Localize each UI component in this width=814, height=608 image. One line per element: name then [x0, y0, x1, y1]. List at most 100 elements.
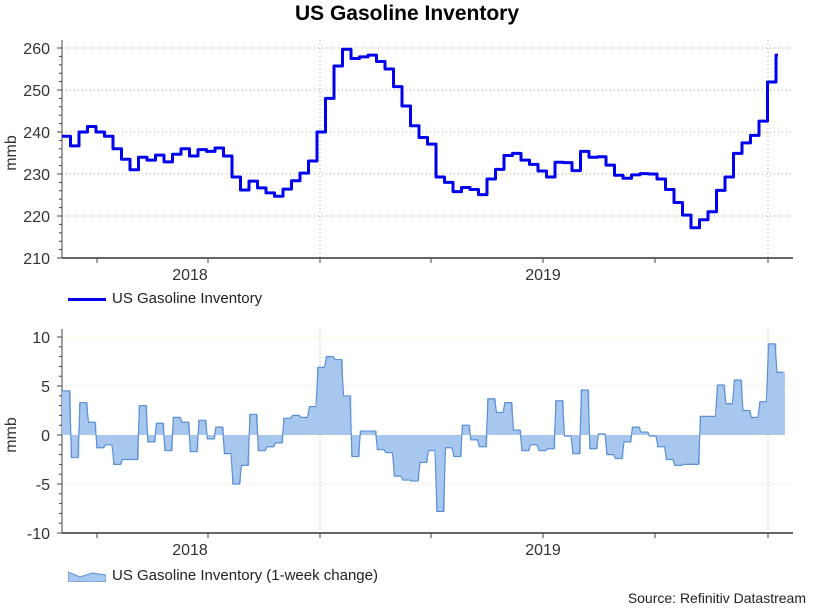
change-bar [546, 435, 556, 449]
change-bar [495, 412, 505, 435]
y-tick-label: 0 [41, 428, 50, 445]
change-bar [716, 385, 726, 435]
change-bar [376, 435, 386, 450]
change-bar [274, 435, 284, 443]
change-bar [580, 389, 590, 435]
legend-top: US Gasoline Inventory [68, 290, 262, 307]
y-tick-label: 250 [23, 83, 50, 100]
change-bar [767, 343, 777, 435]
change-bar [385, 435, 394, 453]
change-bar [351, 435, 360, 457]
y-tick-label: 230 [23, 167, 50, 184]
change-bar [521, 435, 530, 451]
inventory-line [62, 47, 778, 230]
change-bar [742, 410, 751, 435]
change-bar [436, 435, 445, 512]
change-bar [62, 390, 71, 435]
change-bar [529, 435, 539, 445]
change-bar [300, 417, 309, 435]
legend-area-swatch [67, 571, 107, 583]
change-bar [444, 435, 454, 448]
y-tick-label: 10 [32, 330, 50, 347]
change-bar [130, 435, 139, 460]
change-bar [206, 435, 216, 439]
change-bar [419, 435, 428, 463]
change-bar [291, 415, 301, 435]
change-bar [631, 427, 641, 435]
y-tick-label: 210 [23, 251, 50, 268]
change-bar [155, 423, 165, 435]
change-bar [410, 435, 420, 482]
change-bar [147, 435, 156, 442]
change-outline [62, 343, 784, 513]
change-bar [266, 435, 275, 447]
legend-bottom-label: US Gasoline Inventory (1-week change) [112, 567, 378, 584]
change-bar [317, 367, 326, 435]
change-bar [487, 398, 496, 435]
change-bar [172, 417, 182, 435]
y-tick-label: -5 [36, 477, 50, 494]
change-bar [470, 435, 479, 440]
y-tick-label: 260 [23, 41, 50, 58]
change-bar [708, 416, 717, 435]
change-bar [682, 435, 692, 465]
change-bar [96, 435, 105, 448]
change-bar [461, 425, 471, 435]
change-bar [342, 395, 352, 435]
change-bar [538, 435, 547, 451]
change-bar [614, 435, 624, 459]
y-tick-label: -10 [27, 526, 50, 543]
x-tick-label: 2018 [172, 542, 208, 559]
change-bar [113, 435, 122, 465]
change-bar [79, 402, 88, 435]
change-bar [359, 431, 369, 435]
change-bar [640, 432, 649, 435]
chart-title: US Gasoline Inventory [294, 2, 520, 25]
change-bar [606, 435, 615, 455]
change-bar [759, 401, 768, 435]
change-bar [427, 435, 437, 451]
change-bar [402, 435, 411, 481]
change-bar [308, 406, 318, 435]
change-bar [223, 435, 233, 454]
change-bar [733, 380, 743, 435]
y-tick-label: 240 [23, 125, 50, 142]
legend-line-swatch [68, 297, 106, 301]
change-bar [189, 435, 199, 452]
change-bar [87, 422, 97, 435]
change-bar [512, 430, 522, 435]
change-bar [138, 405, 148, 435]
change-bar [504, 402, 513, 435]
source-note: Source: Refinitiv Datastream [627, 590, 806, 606]
change-bar [368, 431, 377, 435]
change-bar [657, 435, 666, 447]
legend-top-label: US Gasoline Inventory [112, 290, 263, 307]
change-bar [121, 435, 131, 460]
change-bar [623, 435, 632, 442]
change-bar [555, 400, 564, 435]
change-bar [589, 435, 598, 449]
change-bar [691, 435, 700, 465]
change-bar [699, 416, 709, 435]
change-bar [325, 356, 335, 435]
change-bar [725, 403, 734, 435]
y-axis-label: mmb [3, 135, 20, 171]
change-bar [283, 418, 292, 435]
change-bar [181, 422, 190, 435]
y-tick-label: 5 [41, 379, 50, 396]
change-bar [257, 435, 267, 451]
legend-bottom: US Gasoline Inventory (1-week change) [67, 567, 378, 584]
change-bar [334, 359, 343, 435]
change-bar [453, 435, 462, 457]
change-bar [776, 372, 785, 435]
change-bar [215, 427, 224, 435]
change-bar [249, 414, 258, 435]
change-bar [70, 435, 80, 458]
y-tick-label: 220 [23, 209, 50, 226]
change-bar [572, 435, 581, 454]
x-tick-label: 2018 [172, 267, 208, 284]
change-bar [393, 435, 403, 477]
change-bar [240, 435, 250, 466]
change-bar [750, 417, 760, 435]
